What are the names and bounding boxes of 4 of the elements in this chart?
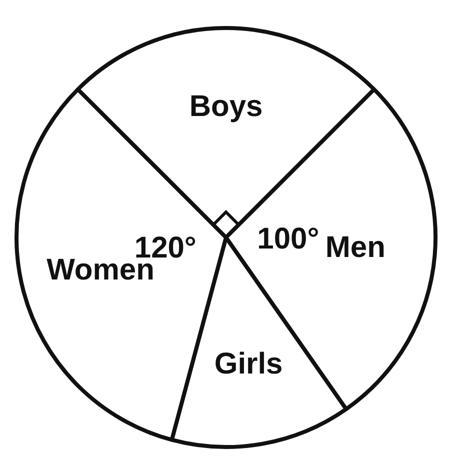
slice-label: Boys [189, 90, 263, 123]
slice-label: Girls [214, 348, 283, 381]
slice-label: Men [325, 231, 386, 264]
data-label: 100° [257, 222, 320, 256]
